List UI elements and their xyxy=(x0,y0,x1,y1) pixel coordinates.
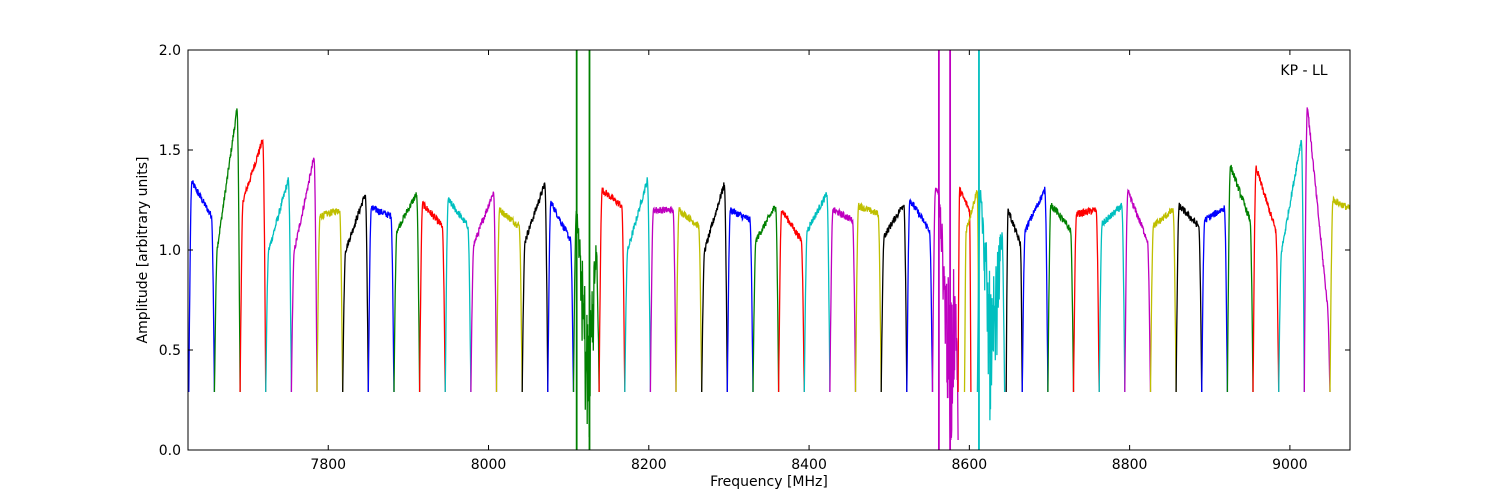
channel-series-line xyxy=(547,200,575,393)
channel-series-line xyxy=(1072,206,1100,393)
channel-series-line xyxy=(470,191,498,393)
channel-series-line xyxy=(649,205,677,393)
channel-series-line xyxy=(1278,139,1305,393)
y-tick-label: 0.0 xyxy=(159,443,181,459)
ticks-layer: 7800 8000 8200 8400 8600 8800 9000 0.0 0.5 1.0 1.5… xyxy=(159,43,1350,473)
plot-frame xyxy=(187,49,1351,451)
channel-series-line xyxy=(418,200,446,393)
y-tick-label: 0.5 xyxy=(159,343,181,359)
y-axis-label: Amplitude [arbitrary units] xyxy=(135,157,151,344)
channel-series-line xyxy=(880,204,908,393)
channel-series-line xyxy=(1201,205,1229,393)
channel-series-line xyxy=(265,177,293,393)
channel-series-line xyxy=(598,187,626,393)
channel-series-line xyxy=(342,194,369,393)
channel-series-line xyxy=(1149,207,1177,393)
channel-series-line xyxy=(1252,165,1280,393)
channel-series-line xyxy=(1303,107,1331,393)
channel-series-line xyxy=(1021,186,1049,393)
channel-series-line xyxy=(188,180,216,393)
channel-series-line xyxy=(752,205,780,393)
x-tick-label: 7800 xyxy=(310,457,346,473)
baseline-annotation: KP - LL xyxy=(1280,63,1327,79)
channel-series-line xyxy=(1098,202,1126,393)
x-tick-label: 9000 xyxy=(1272,457,1308,473)
channel-series-line xyxy=(906,198,934,393)
channel-series-line xyxy=(239,138,267,393)
channel-series-line xyxy=(829,207,857,393)
series-layer xyxy=(188,50,1350,450)
channel-series-line xyxy=(572,210,600,438)
channel-series-line xyxy=(726,207,754,393)
x-tick-label: 8800 xyxy=(1112,457,1148,473)
y-tick-label: 1.5 xyxy=(159,143,181,159)
channel-series-line xyxy=(854,202,882,393)
x-tick-label: 8200 xyxy=(631,457,667,473)
channel-series-line xyxy=(1226,164,1254,393)
y-tick-label: 2.0 xyxy=(159,43,181,59)
channel-series-line xyxy=(957,186,972,393)
channel-series-line xyxy=(777,210,805,393)
x-tick-label: 8600 xyxy=(952,457,988,473)
channel-series-line xyxy=(290,157,318,393)
channel-series-line xyxy=(701,182,728,393)
channel-series-line xyxy=(393,192,421,393)
channel-series-line xyxy=(316,208,344,393)
channel-series-line xyxy=(1175,202,1203,393)
channel-series-line xyxy=(1124,188,1152,393)
channel-series-line xyxy=(1329,195,1350,393)
channel-series-line xyxy=(675,207,703,393)
x-tick-label: 8000 xyxy=(471,457,507,473)
channel-series-line xyxy=(963,190,980,393)
channel-series-line xyxy=(367,205,395,393)
channel-series-line xyxy=(931,187,959,441)
channel-series-line xyxy=(213,108,241,393)
channel-series-line xyxy=(1005,208,1023,393)
x-tick-label: 8400 xyxy=(791,457,827,473)
plot-area xyxy=(188,50,1350,450)
channel-series-line xyxy=(976,190,1006,421)
channel-series-line xyxy=(444,197,472,393)
channel-series-line xyxy=(521,182,549,393)
y-tick-label: 1.0 xyxy=(159,243,181,259)
channel-series-line xyxy=(495,207,523,393)
channel-series-line xyxy=(803,192,831,393)
channel-series-line xyxy=(1047,202,1075,393)
channel-series-line xyxy=(624,177,652,393)
x-axis-label: Frequency [MHz] xyxy=(710,474,828,490)
